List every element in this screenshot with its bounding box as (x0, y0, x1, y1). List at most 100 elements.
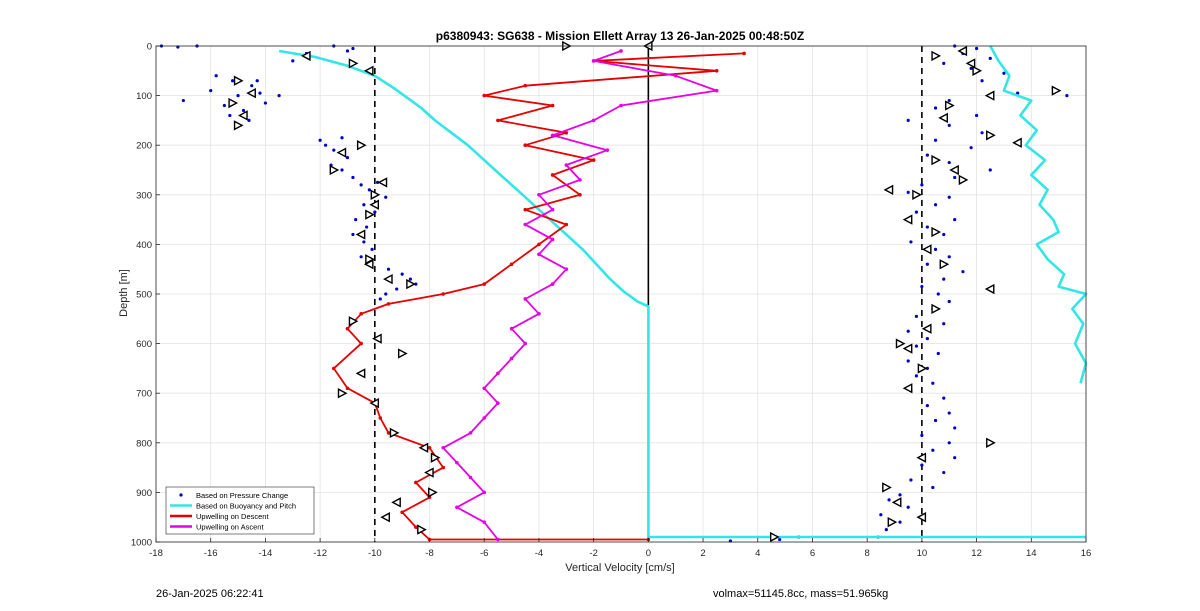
data-point (906, 118, 910, 122)
data-point (258, 91, 262, 95)
axis-ticks: -18 -16 -14 -12 -10 -8 -6 -4 -2 0 2 4 6 8 10 12 14 16 0 100… (131, 42, 1091, 560)
data-point (408, 277, 412, 281)
legend-label: Based on Pressure Change (196, 491, 288, 500)
data-point (906, 329, 910, 333)
triangle-marker (887, 516, 898, 528)
data-point (920, 433, 924, 437)
data-point (980, 131, 984, 135)
triangle-marker (895, 338, 906, 349)
data-point (909, 240, 913, 244)
data-point (988, 168, 992, 172)
legend-swatch (179, 493, 183, 497)
data-point (564, 131, 569, 135)
data-point (969, 146, 973, 150)
data-point (942, 322, 946, 326)
data-point (482, 520, 487, 524)
series-line (278, 49, 1086, 539)
data-point (953, 456, 957, 460)
x-tick-label: -8 (425, 548, 433, 559)
x-tick-label: -2 (589, 548, 597, 559)
data-point (714, 69, 719, 73)
data-point (359, 255, 363, 259)
data-point (370, 247, 374, 251)
x-tick-label: 4 (755, 548, 760, 559)
y-axis-label: Depth [m] (118, 269, 130, 317)
data-series (159, 44, 1088, 543)
data-point (920, 284, 924, 289)
data-point (441, 445, 446, 450)
data-point (578, 178, 582, 182)
triangle-marker (348, 316, 359, 327)
series-upwelling-on-descent (331, 51, 746, 542)
data-point (441, 292, 446, 296)
data-point (181, 98, 185, 103)
triangle-marker (958, 174, 969, 186)
data-point (947, 160, 951, 165)
triangle-marker (397, 348, 408, 359)
data-point (914, 374, 919, 378)
data-point (354, 218, 358, 222)
data-point (550, 173, 555, 177)
triangle-marker (363, 259, 374, 270)
triangle-marker (356, 140, 367, 151)
data-point (362, 203, 366, 207)
triangle-marker (984, 283, 995, 295)
triangle-marker (916, 512, 927, 523)
data-point (936, 351, 940, 356)
triangle-marker (300, 50, 311, 62)
y-tick-label: 1000 (131, 538, 152, 549)
data-point (386, 267, 391, 271)
triangle-marker (424, 467, 434, 478)
chart-title: p6380943: SG638 - Mission Ellett Array 1… (436, 29, 804, 43)
data-point (482, 490, 487, 495)
x-tick-label: 16 (1081, 548, 1092, 559)
triangle-marker (938, 112, 948, 124)
y-tick-label: 100 (136, 91, 152, 102)
data-point (933, 418, 938, 423)
data-point (942, 396, 946, 400)
data-point (509, 356, 514, 361)
triangle-marker (1012, 137, 1022, 148)
data-point (386, 302, 391, 306)
footer-volmax-mass: volmax=51145.8cc, mass=51.965kg (713, 588, 889, 600)
series-based-on-buoyancy-and-pitch (278, 45, 1088, 539)
data-point (468, 431, 473, 435)
data-point (230, 79, 235, 83)
data-point (974, 46, 979, 51)
data-point (953, 426, 957, 430)
data-point (974, 113, 979, 118)
data-point (378, 416, 383, 420)
triangle-marker (902, 343, 913, 354)
x-tick-label: -6 (480, 548, 488, 559)
data-point (345, 49, 350, 53)
data-point (291, 59, 295, 63)
data-point (455, 505, 459, 510)
data-point (947, 299, 951, 304)
data-point (564, 267, 569, 272)
data-point (550, 207, 555, 212)
data-point (605, 148, 610, 152)
triangle-marker (370, 189, 381, 200)
data-point (550, 282, 555, 286)
data-point (947, 411, 951, 415)
data-point (222, 103, 226, 108)
series-line (989, 45, 1088, 384)
triangle-marker (391, 497, 401, 508)
triangle-marker (418, 442, 429, 453)
triangle-marker (921, 244, 932, 255)
data-point (906, 190, 910, 194)
triangle-marker (365, 209, 375, 220)
series-line (442, 50, 718, 541)
data-point (482, 416, 487, 420)
data-point (673, 73, 678, 78)
triangle-marker (406, 278, 416, 290)
data-point (340, 136, 344, 140)
data-point (345, 386, 350, 391)
triangle-marker (949, 164, 959, 176)
triangle-marker (428, 487, 438, 498)
triangle-marker (233, 120, 244, 131)
data-point (898, 493, 902, 497)
data-point (482, 282, 487, 286)
x-tick-label: 12 (971, 548, 982, 559)
